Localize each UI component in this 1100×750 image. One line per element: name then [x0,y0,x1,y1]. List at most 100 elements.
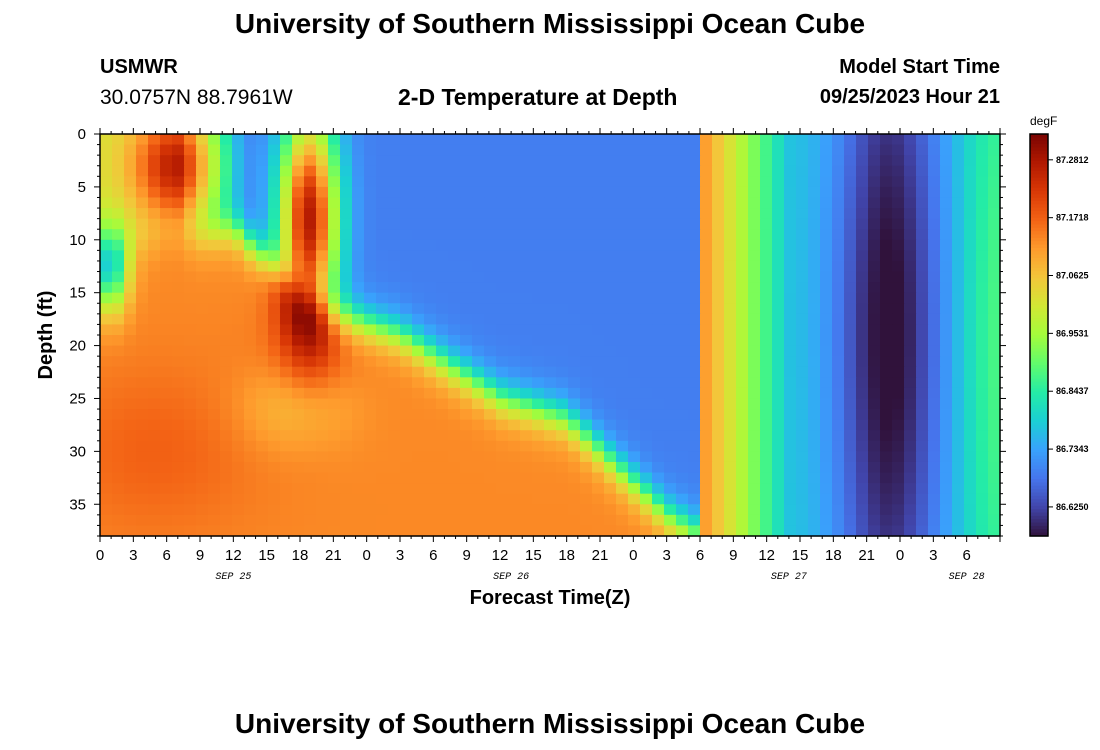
heatmap-cell [112,461,125,474]
heatmap-cell [832,525,845,537]
colorbar-segment [1030,194,1048,199]
heatmap-cell [808,229,821,241]
heatmap-cell [448,409,461,421]
heatmap-cell [436,430,449,442]
heatmap-cell [232,218,245,230]
heatmap-cell [448,271,461,283]
heatmap-cell [520,525,533,537]
heatmap-cell [244,356,257,368]
heatmap-cell [916,419,929,431]
heatmap-cell [400,144,413,156]
heatmap-cell [940,313,953,326]
heatmap-cell [424,292,437,304]
heatmap-cell [832,303,845,315]
heatmap-cell [868,335,881,347]
heatmap-cell [808,483,821,495]
heatmap-cell [592,313,605,326]
heatmap-cell [436,493,449,505]
heatmap-cell [160,514,173,527]
heatmap-cell [532,451,545,463]
heatmap-cell [268,440,281,452]
heatmap-cell [520,197,533,209]
heatmap-cell [748,176,761,188]
heatmap-cell [148,313,161,326]
heatmap-cell [652,483,665,495]
heatmap-cell [412,451,425,463]
colorbar-segment [1030,227,1048,232]
heatmap-cell [328,292,341,304]
heatmap-cell [136,525,149,537]
heatmap-cell [748,324,761,336]
heatmap-cell [376,409,389,421]
heatmap-cell [148,239,161,251]
heatmap-cell [316,134,329,146]
heatmap-cell [100,229,113,241]
heatmap-cell [172,377,185,389]
heatmap-cell [172,208,185,220]
heatmap-cell [568,313,581,326]
heatmap-cell [628,366,641,378]
heatmap-cell [556,271,569,283]
heatmap-cell [496,483,509,495]
heatmap-cell [604,409,617,421]
heatmap-cell [532,250,545,262]
heatmap-cell [724,313,737,326]
heatmap-cell [364,176,377,188]
heatmap-cell [256,451,269,463]
heatmap-cell [892,525,905,537]
heatmap-cell [736,493,749,505]
heatmap-cell [652,165,665,177]
heatmap-cell [460,514,473,527]
heatmap-cell [472,155,485,167]
heatmap-cell [904,356,917,368]
heatmap-cell [844,250,857,262]
heatmap-cell [952,134,965,146]
heatmap-cell [964,335,977,347]
heatmap-cell [928,165,941,177]
heatmap-cell [100,324,113,336]
heatmap-cell [700,409,713,421]
heatmap-cell [652,356,665,368]
heatmap-cell [232,282,245,294]
heatmap-cell [172,324,185,336]
heatmap-cell [700,514,713,527]
heatmap-cell [400,440,413,452]
heatmap-cell [160,461,173,474]
heatmap-cell [292,451,305,463]
heatmap-cell [904,165,917,177]
heatmap-cell [388,514,401,527]
heatmap-cell [532,165,545,177]
heatmap-cell [496,525,509,537]
heatmap-cell [604,461,617,474]
heatmap-cell [460,409,473,421]
heatmap-cell [892,208,905,220]
heatmap-cell [892,239,905,251]
heatmap-cell [388,430,401,442]
heatmap-cell [256,260,269,273]
heatmap-cell [580,419,593,431]
heatmap-cell [184,398,197,410]
heatmap-cell [784,409,797,421]
heatmap-cell [376,345,389,357]
heatmap-cell [616,514,629,527]
heatmap-cell [904,440,917,452]
heatmap-cell [304,514,317,527]
heatmap-cell [304,176,317,188]
heatmap-cell [412,313,425,326]
heatmap-cell [844,335,857,347]
heatmap-cell [160,303,173,315]
heatmap-cell [124,366,137,378]
heatmap-cell [964,176,977,188]
heatmap-cell [280,525,293,537]
heatmap-cell [388,186,401,199]
heatmap-cell [484,144,497,156]
heatmap-cell [700,239,713,251]
heatmap-cell [112,483,125,495]
colorbar-segment [1030,509,1048,514]
heatmap-cell [352,155,365,167]
heatmap-cell [796,461,809,474]
colorbar-segment [1030,462,1048,467]
heatmap-cell [280,472,293,484]
heatmap-cell [796,155,809,167]
heatmap-cell [748,335,761,347]
